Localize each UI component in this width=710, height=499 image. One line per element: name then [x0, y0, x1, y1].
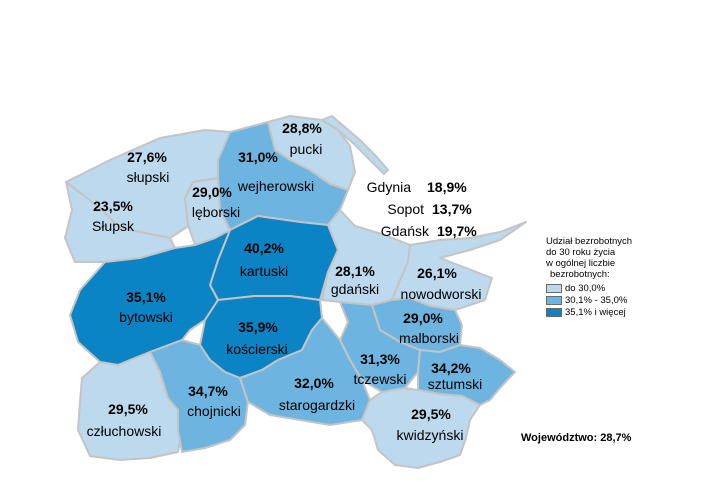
- name-chojnicki: chojnicki: [187, 403, 241, 419]
- name-kwidzynski: kwidzyński: [397, 427, 464, 443]
- legend-title-line: bezrobotnych:: [550, 269, 610, 280]
- name-wejherowski: wejherowski: [237, 178, 314, 194]
- legend-swatch: [546, 283, 562, 293]
- label-kartuski: 40,2% kartuski: [240, 240, 288, 279]
- region-starogardzki[interactable]: [239, 317, 371, 426]
- value-kartuski: 40,2%: [244, 240, 284, 256]
- legend-label: 30,1% - 35,0%: [565, 294, 628, 306]
- legend-title-line: Udział bezrobotnych: [546, 236, 633, 247]
- legend-label: 35,1% i więcej: [565, 306, 626, 318]
- label-nowodworski: 26,1% nowodworski: [401, 265, 482, 302]
- label-gdanski: 28,1% gdański: [331, 263, 379, 297]
- region-nowodworski[interactable]: [391, 221, 527, 311]
- value-kwidzynski: 29,5%: [411, 406, 451, 422]
- legend: Udział bezrobotnych do 30 roku życia w o…: [546, 236, 632, 318]
- value-tczewski: 31,3%: [360, 351, 400, 367]
- legend-swatch: [546, 295, 562, 305]
- value-koscierski: 35,9%: [238, 319, 278, 335]
- name-pucki: pucki: [290, 141, 323, 157]
- label-tczewski: 31,3% tczewski: [354, 351, 407, 387]
- name-nowodworski: nowodworski: [401, 286, 482, 302]
- city-name-sopot: Sopot: [387, 201, 424, 217]
- name-bytowski: bytowski: [119, 309, 173, 325]
- city-labels: Gdynia 18,9% Sopot 13,7% Gdańsk 19,7%: [367, 179, 478, 239]
- label-starogardzki: 32,0% starogardzki: [279, 375, 355, 413]
- label-leborski: 29,0% lęborski: [192, 184, 240, 220]
- city-name-gdynia: Gdynia: [367, 179, 412, 195]
- legend-title-line: w ogólnej liczbie: [546, 258, 616, 269]
- name-slupsk: Słupsk: [92, 218, 135, 234]
- name-czluchowski: człuchowski: [87, 423, 162, 439]
- value-wejherowski: 31,0%: [238, 149, 278, 165]
- city-value-gdynia: 18,9%: [427, 179, 467, 195]
- name-starogardzki: starogardzki: [279, 397, 355, 413]
- label-kwidzynski: 29,5% kwidzyński: [397, 406, 464, 443]
- label-czluchowski: 29,5% człuchowski: [87, 401, 162, 439]
- label-slupsk: 23,5% Słupsk: [92, 198, 135, 234]
- legend-title-line: do 30 roku życia: [546, 247, 616, 258]
- value-slupsk: 23,5%: [93, 198, 133, 214]
- name-koscierski: kościerski: [226, 341, 287, 357]
- region-chojnicki[interactable]: [149, 339, 249, 453]
- voivodeship-total: Województwo: 28,7%: [521, 432, 632, 444]
- hel-peninsula: [319, 114, 390, 176]
- label-wejherowski: 31,0% wejherowski: [237, 149, 314, 194]
- value-malborski: 29,0%: [403, 310, 443, 326]
- name-malborski: malborski: [399, 330, 459, 346]
- label-chojnicki: 34,7% chojnicki: [187, 383, 241, 419]
- label-malborski: 29,0% malborski: [399, 310, 459, 346]
- label-pucki: 28,8% pucki: [282, 120, 322, 157]
- name-gdanski: gdański: [331, 281, 379, 297]
- value-slupski: 27,6%: [127, 149, 167, 165]
- value-sztumski: 34,2%: [431, 360, 471, 376]
- legend-item: do 30,0%: [546, 282, 632, 294]
- label-sztumski: 34,2% sztumski: [428, 360, 482, 392]
- legend-title: Udział bezrobotnych do 30 roku życia w o…: [546, 236, 632, 280]
- value-leborski: 29,0%: [192, 184, 232, 200]
- label-bytowski: 35,1% bytowski: [119, 289, 173, 325]
- value-starogardzki: 32,0%: [294, 375, 334, 391]
- name-leborski: lęborski: [192, 204, 240, 220]
- value-czluchowski: 29,5%: [108, 401, 148, 417]
- value-bytowski: 35,1%: [126, 289, 166, 305]
- label-koscierski: 35,9% kościerski: [226, 319, 287, 357]
- legend-swatch: [546, 307, 562, 317]
- legend-item: 30,1% - 35,0%: [546, 294, 632, 306]
- name-tczewski: tczewski: [354, 371, 407, 387]
- name-kartuski: kartuski: [240, 263, 288, 279]
- legend-item: 35,1% i więcej: [546, 306, 632, 318]
- city-value-sopot: 13,7%: [432, 201, 472, 217]
- value-nowodworski: 26,1%: [417, 265, 457, 281]
- value-pucki: 28,8%: [282, 120, 322, 136]
- city-name-gdansk: Gdańsk: [381, 223, 430, 239]
- value-chojnicki: 34,7%: [188, 383, 228, 399]
- city-value-gdansk: 19,7%: [437, 223, 477, 239]
- region-kwidzynski[interactable]: [361, 387, 481, 469]
- value-gdanski: 28,1%: [335, 263, 375, 279]
- legend-label: do 30,0%: [565, 282, 606, 294]
- name-slupski: słupski: [127, 169, 170, 185]
- name-sztumski: sztumski: [428, 376, 482, 392]
- label-slupski: 27,6% słupski: [127, 149, 170, 185]
